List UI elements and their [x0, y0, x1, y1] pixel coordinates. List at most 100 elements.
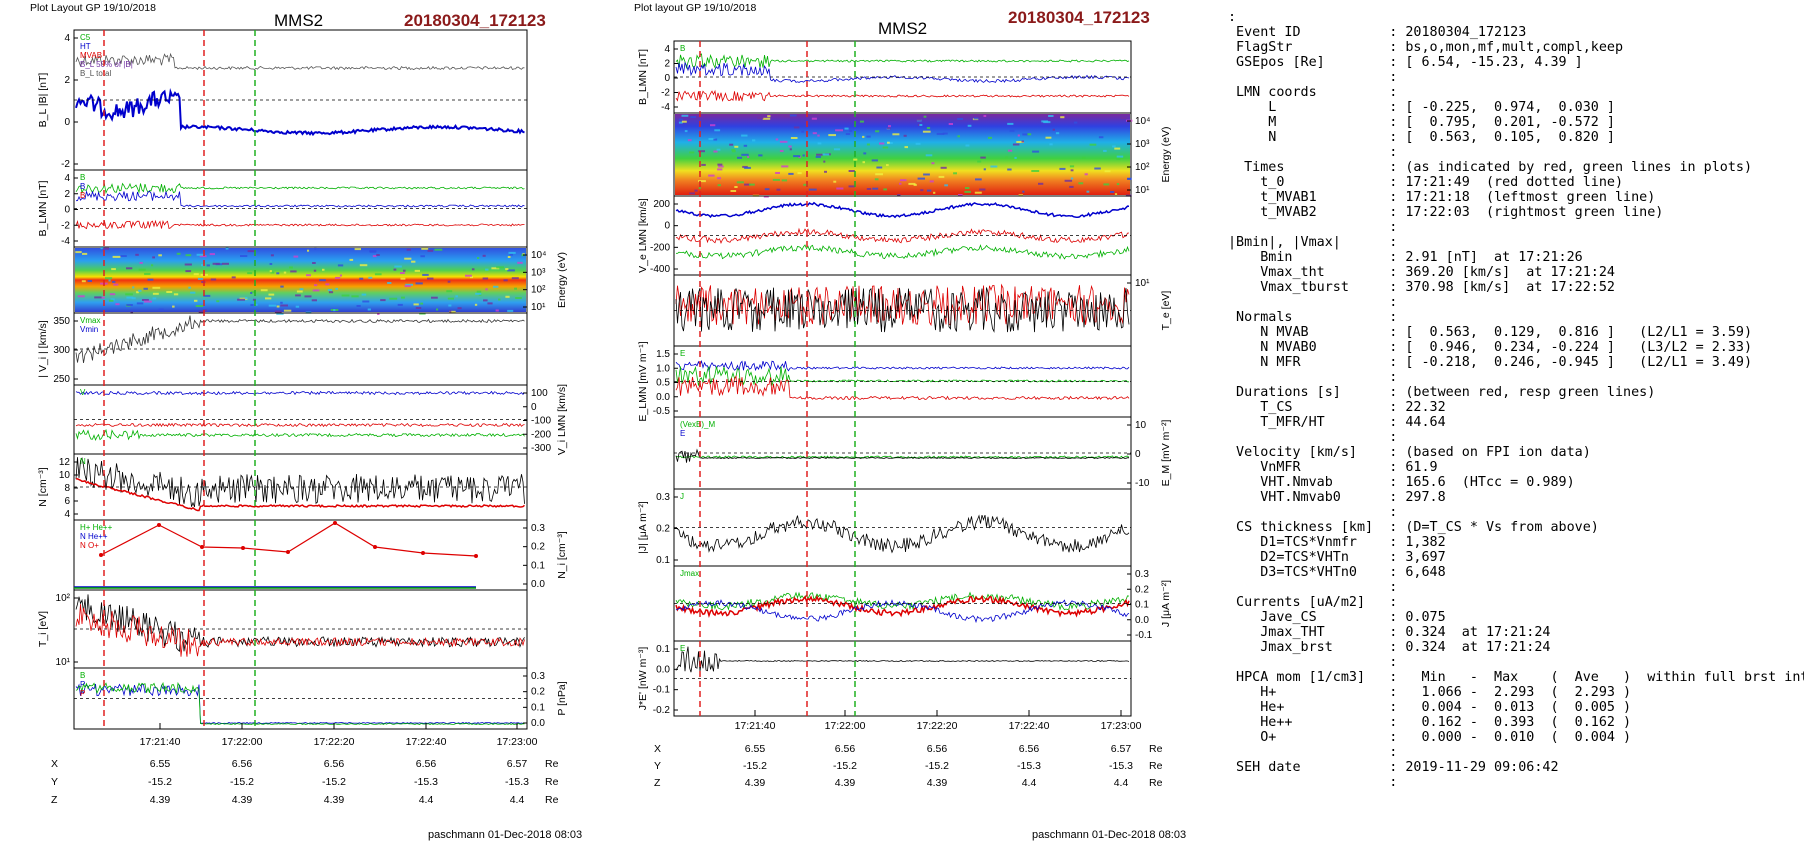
spectrogram-pixel	[436, 308, 439, 311]
ephemeris-value: 4.39	[745, 777, 766, 789]
spectrogram-pixel	[717, 177, 721, 180]
spectrogram-pixel	[498, 298, 501, 301]
spectrogram-pixel	[496, 266, 504, 269]
x-tick-label: 17:21:40	[140, 736, 181, 748]
ephemeris-value: 4.39	[232, 794, 253, 806]
spectrogram-pixel	[915, 142, 921, 145]
spectrogram-pixel	[289, 266, 293, 269]
spectrogram-pixel	[276, 312, 284, 315]
spectrogram-pixel	[132, 286, 135, 289]
ephemeris-value: 6.56	[416, 758, 437, 770]
ephemeris-value: 4.39	[324, 794, 345, 806]
legend-entry: J	[680, 492, 684, 501]
spectrogram-pixel	[897, 194, 901, 197]
spectrogram-pixel	[866, 143, 870, 146]
spectrogram-pixel	[801, 130, 805, 133]
spectrogram-pixel	[892, 133, 900, 136]
spectrogram-pixel	[105, 277, 113, 280]
spectrogram-pixel	[736, 181, 744, 184]
series-line	[75, 428, 525, 441]
spectrogram-pixel	[1114, 147, 1121, 150]
spectrogram-pixel	[507, 256, 511, 258]
spectrogram-pixel	[1116, 183, 1120, 186]
spectrogram-pixel	[708, 174, 715, 177]
ephemeris-value: -15.2	[833, 760, 857, 772]
spectrogram-pixel	[101, 296, 105, 299]
legend-entry: Jmax	[680, 569, 699, 578]
spectrogram-pixel	[925, 154, 933, 157]
spectrogram-pixel	[449, 310, 456, 313]
info-line: VnMFR : 61.9	[1228, 460, 1438, 475]
ephemeris-value: 6.56	[324, 758, 345, 770]
spectrogram-pixel	[144, 272, 151, 275]
spectrogram-pixel	[102, 247, 109, 250]
x-tick-label: 17:22:40	[1009, 720, 1050, 732]
y-tick-label-right: 0.0	[531, 579, 545, 590]
ephemeris-value: 6.56	[1019, 743, 1040, 755]
ephemeris-value: 4.39	[835, 777, 856, 789]
legend-entry: MVAB	[80, 51, 102, 60]
y-tick-label: 0	[664, 221, 670, 232]
spectrogram-pixel	[875, 173, 883, 176]
spectrogram-pixel	[447, 297, 454, 300]
spectrogram-pixel	[143, 300, 152, 303]
spectrogram-pixel	[280, 285, 284, 288]
spectrogram-pixel	[698, 187, 701, 190]
ephemeris-value: -15.3	[505, 776, 529, 788]
spectrogram-pixel	[268, 304, 277, 307]
info-line: Currents [uA/m2] :	[1228, 595, 1398, 610]
y-tick-label: 10	[59, 470, 71, 481]
spectrogram-pixel	[276, 272, 280, 275]
spectrogram-pixel	[967, 124, 972, 127]
spectrogram-pixel	[888, 125, 891, 128]
spectrogram-pixel	[1021, 140, 1024, 143]
spectrogram-pixel	[1032, 150, 1040, 153]
y-tick-label: 4	[64, 173, 70, 184]
spectrogram-pixel	[362, 300, 370, 303]
ephemeris-value: 6.55	[150, 758, 171, 770]
ephemeris-unit: Re	[545, 776, 559, 788]
data-point	[373, 545, 377, 549]
series-line	[75, 87, 525, 137]
info-line: :	[1228, 295, 1398, 310]
spectrogram-pixel	[269, 263, 273, 265]
y-tick-label-right: 0.1	[1135, 600, 1149, 611]
spectrogram-pixel	[250, 292, 253, 294]
spectrogram-pixel	[731, 148, 736, 151]
spectrogram-image	[675, 114, 1130, 195]
y-tick-label: 0	[664, 73, 670, 84]
y-tick-label: 0.5	[656, 378, 670, 389]
spectrogram-pixel	[758, 154, 763, 157]
series-line	[75, 390, 525, 396]
spectrogram-pixel	[1120, 116, 1127, 119]
spectrogram-pixel	[293, 255, 299, 258]
spectrogram-pixel	[136, 291, 139, 294]
series-line	[675, 89, 1130, 103]
spectrogram-pixel	[457, 307, 462, 310]
ephemeris-unit: Re	[1149, 777, 1163, 789]
y-tick-label-right: 0.1	[531, 702, 545, 713]
y-tick-label: 0.0	[656, 664, 670, 675]
spectrogram-pixel	[511, 277, 519, 280]
spectrogram-pixel	[185, 254, 192, 257]
spectrogram-pixel	[372, 255, 377, 258]
series-line	[675, 287, 1130, 333]
spectrogram-pixel	[111, 268, 116, 271]
legend-entry: E	[680, 349, 685, 358]
info-line: FlagStr : bs,o,mon,mf,mult,compl,keep	[1228, 40, 1624, 55]
spectrogram-pixel	[789, 114, 797, 117]
data-point	[474, 554, 478, 558]
spectrogram-pixel	[252, 298, 256, 301]
spectrogram-pixel	[337, 264, 344, 267]
spectrogram-pixel	[139, 261, 143, 264]
info-line: :	[1228, 580, 1398, 595]
series-line	[75, 681, 525, 725]
y-tick-label: -400	[650, 264, 670, 275]
legend-entry: B_L 50% of |B|	[80, 60, 133, 69]
ephemeris-value: 6.57	[507, 758, 528, 770]
info-line: Normals :	[1228, 310, 1398, 325]
spectrogram-pixel	[1049, 143, 1053, 146]
spectrogram-pixel	[247, 250, 255, 253]
spectrogram-pixel	[874, 178, 879, 181]
